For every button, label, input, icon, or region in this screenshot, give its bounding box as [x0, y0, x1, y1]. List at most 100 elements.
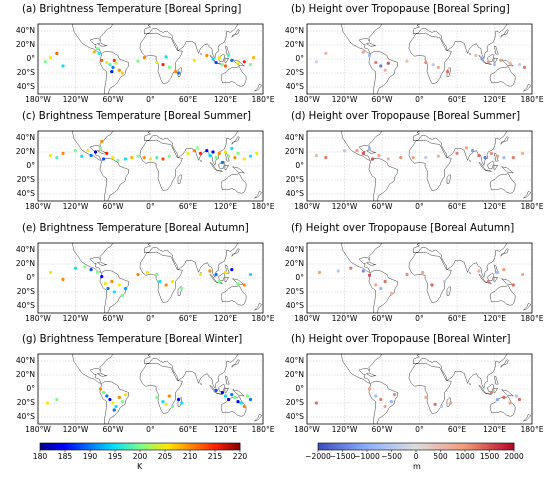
lat-tick-label: 20°N — [284, 370, 304, 379]
data-point — [242, 283, 246, 287]
data-point — [502, 268, 506, 272]
data-point — [386, 157, 390, 161]
data-point — [446, 70, 450, 74]
lon-tick-label: 180°W — [294, 95, 320, 104]
data-point — [136, 272, 140, 277]
map-panel-g — [37, 353, 264, 425]
gridlines — [37, 131, 264, 201]
map-frame — [306, 353, 533, 425]
data-point — [111, 401, 115, 405]
data-point — [173, 70, 178, 74]
lon-tick-label: 120°W — [331, 202, 358, 211]
data-point — [86, 149, 90, 153]
data-point — [521, 151, 525, 155]
data-point — [223, 394, 228, 398]
lon-tick-label: 60°E — [178, 202, 198, 211]
lat-tick-label: 0° — [295, 54, 304, 63]
coastlines — [72, 24, 263, 94]
lon-tick-label: 60°W — [371, 95, 393, 104]
data-point — [314, 60, 318, 64]
data-point — [522, 65, 527, 69]
lon-tick-label: 0° — [415, 202, 424, 211]
data-point — [120, 71, 124, 75]
coastlines — [72, 354, 263, 424]
data-point — [186, 151, 190, 155]
data-point — [230, 393, 234, 397]
lon-tick-label: 60°E — [178, 314, 198, 323]
colorbar-tick-label: 1500 — [479, 452, 500, 461]
lon-tick-label: 60°W — [102, 95, 124, 104]
data-point — [214, 272, 218, 277]
data-point — [517, 63, 522, 67]
data-point — [436, 154, 440, 158]
data-point — [239, 401, 243, 405]
data-point — [389, 400, 393, 404]
data-point — [486, 279, 490, 284]
data-point — [227, 154, 231, 158]
lat-tick-label: 0° — [26, 384, 35, 393]
data-point — [45, 401, 50, 405]
panel-title: (e) Brightness Temperature [Boreal Autum… — [22, 223, 249, 234]
data-point — [120, 293, 124, 298]
lon-tick-label: 60°E — [447, 314, 467, 323]
data-point — [98, 146, 103, 151]
data-point — [367, 387, 372, 391]
lat-tick-label: 40°S — [16, 301, 35, 310]
lon-tick-label: 180°W — [294, 425, 320, 434]
data-point — [123, 286, 128, 291]
map-panel-c — [37, 130, 264, 202]
data-point — [43, 60, 48, 64]
lat-tick-label: 0° — [26, 161, 35, 170]
lon-tick-label: 0° — [415, 425, 424, 434]
data-point — [477, 269, 481, 273]
data-point — [499, 58, 503, 63]
data-point — [242, 157, 246, 161]
data-point — [108, 397, 112, 402]
data-point — [136, 154, 140, 158]
lon-tick-label: 0° — [415, 95, 424, 104]
lon-tick-label: 60°E — [447, 425, 467, 434]
lon-tick-label: 60°W — [102, 314, 124, 323]
data-point — [114, 404, 118, 409]
lat-tick-label: 20°N — [15, 147, 35, 156]
data-point — [145, 270, 149, 274]
data-point — [379, 286, 383, 291]
data-point — [236, 282, 240, 286]
data-point — [195, 146, 199, 150]
map-frame — [37, 353, 264, 425]
map-panel-e — [37, 242, 264, 314]
data-point — [508, 61, 512, 65]
data-point — [95, 46, 99, 51]
lat-tick-label: 40°N — [15, 245, 35, 254]
data-point — [383, 68, 387, 72]
data-point — [442, 279, 447, 284]
colorbar-tick-label: 210 — [182, 452, 198, 461]
data-point — [214, 60, 218, 65]
data-point — [496, 270, 500, 274]
colorbar-tick-label: 195 — [107, 452, 123, 461]
lon-tick-label: 180°W — [25, 314, 51, 323]
data-point — [80, 154, 84, 158]
data-point — [117, 395, 121, 399]
data-point — [73, 266, 78, 270]
data-point — [97, 51, 101, 56]
data-point — [155, 272, 159, 277]
data-point — [377, 153, 381, 158]
data-point — [89, 153, 93, 158]
data-point — [55, 156, 59, 160]
data-point — [177, 71, 181, 75]
coastlines — [341, 24, 532, 94]
data-point — [117, 283, 121, 287]
data-point — [336, 269, 340, 273]
data-point — [112, 58, 116, 63]
lat-tick-label: 40°S — [285, 82, 304, 91]
data-point — [436, 65, 440, 69]
data-point — [236, 151, 240, 155]
coastlines — [341, 243, 532, 313]
data-point — [492, 63, 497, 67]
map-frame — [306, 130, 533, 202]
lat-tick-label: 20°S — [285, 287, 304, 296]
data-point — [230, 146, 234, 151]
lon-tick-label: 60°E — [447, 95, 467, 104]
